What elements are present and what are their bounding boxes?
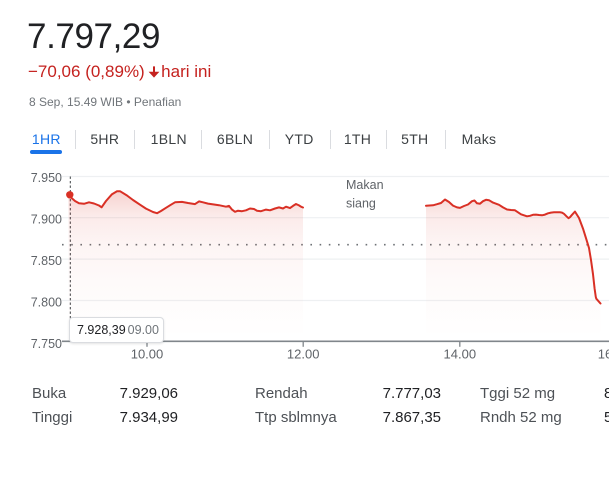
svg-text:16.00: 16.00 (598, 347, 609, 362)
svg-text:7.950: 7.950 (31, 171, 62, 185)
svg-text:siang: siang (346, 197, 376, 211)
svg-text:10.00: 10.00 (131, 347, 164, 362)
svg-text:12.00: 12.00 (287, 347, 320, 362)
svg-text:7.900: 7.900 (31, 213, 62, 227)
svg-text:Makan: Makan (346, 178, 384, 192)
svg-text:14.00: 14.00 (444, 347, 477, 362)
svg-text:7.850: 7.850 (31, 254, 62, 268)
svg-text:7.750: 7.750 (31, 337, 62, 351)
svg-text:7.800: 7.800 (31, 296, 62, 310)
